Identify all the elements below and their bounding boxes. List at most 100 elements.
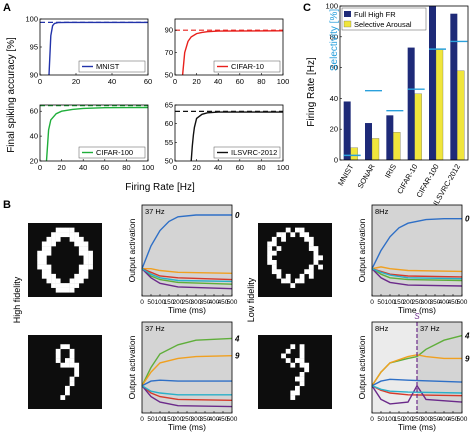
digit-pixel xyxy=(304,236,310,242)
digit-pixel xyxy=(313,250,319,256)
x-tick-label: 350 xyxy=(430,416,441,423)
digit-image-0-clean xyxy=(28,223,102,297)
class-label: 0 xyxy=(235,211,240,220)
digit-pixel xyxy=(267,246,273,251)
x-tick-label: 200 xyxy=(403,299,414,306)
activation-plot: 37 Hz0 50 1001502002503003504004505000Outp… xyxy=(127,204,240,315)
panel-c-ylabel: Firing Rate [Hz] xyxy=(306,57,317,127)
x-tick-label: 80 xyxy=(257,163,265,172)
output-activation-label: Output activation xyxy=(357,335,367,399)
x-tick-label: 0 xyxy=(140,416,144,423)
digit-pixel xyxy=(281,236,286,242)
digit-pixel xyxy=(281,353,286,359)
legend-label: CIFAR-10 xyxy=(231,62,264,71)
digit-pixel xyxy=(51,273,56,279)
y-tick-label: 55 xyxy=(165,138,173,147)
plot-frame xyxy=(174,104,284,162)
bar-selective-arousal xyxy=(414,93,422,161)
digit-pixel xyxy=(281,278,286,284)
x-tick-label: 200 xyxy=(173,416,184,423)
activation-line xyxy=(371,268,463,282)
x-tick-label: 40 xyxy=(79,163,87,172)
x-tick-label: 300 xyxy=(421,299,432,306)
digit-pixel xyxy=(290,362,296,368)
digit-pixel xyxy=(299,278,305,284)
class-label: 9 xyxy=(235,352,240,361)
y-tick-label: 20 xyxy=(30,157,38,166)
activation-line xyxy=(371,268,463,287)
digit-pixel xyxy=(46,236,52,242)
digit-pixel xyxy=(83,269,89,275)
digit-pixel xyxy=(308,236,314,242)
digit-pixel xyxy=(299,348,305,354)
digit-pixel xyxy=(290,395,296,400)
digit-pixel xyxy=(65,227,70,233)
activation-line xyxy=(371,218,462,270)
digit-pixel xyxy=(83,273,89,279)
legend-swatch xyxy=(344,11,351,17)
x-tick-label: 500 xyxy=(457,299,468,306)
y-tick-label: 95 xyxy=(30,43,38,52)
digit-pixel xyxy=(276,269,282,275)
digit-pixel xyxy=(299,362,305,368)
digit-pixel xyxy=(271,264,277,270)
panel-label-c: C xyxy=(303,2,311,14)
y-tick-label: 80 xyxy=(330,32,338,41)
digit-pixel xyxy=(83,250,89,256)
digit-pixel xyxy=(267,255,273,261)
bar-full-high-fr xyxy=(343,101,351,160)
rate-annotation: 37 Hz xyxy=(420,324,440,333)
activation-line xyxy=(141,379,232,387)
digit-pixel xyxy=(37,250,43,256)
activation-line xyxy=(141,214,232,269)
x-tick-label: 300 xyxy=(421,416,432,423)
x-tick-label: 200 xyxy=(173,299,184,306)
digit-pixel xyxy=(60,395,66,400)
plot-frame xyxy=(174,18,284,76)
class-label: 9 xyxy=(465,354,470,363)
x-tick-label: 100 xyxy=(155,299,166,306)
digit-pixel xyxy=(267,250,273,256)
digit-pixel xyxy=(65,362,70,368)
legend-label: CIFAR-100 xyxy=(96,148,133,157)
digit-pixel xyxy=(78,250,84,256)
digit-pixel xyxy=(41,250,47,256)
time-axis-label: Time (ms) xyxy=(398,305,436,315)
digit-pixel xyxy=(69,358,75,363)
digit-pixel xyxy=(69,287,75,293)
digit-pixel xyxy=(55,287,61,293)
digit-pixel xyxy=(74,372,80,377)
y-tick-label: 50 xyxy=(165,157,173,166)
digit-pixel xyxy=(304,362,310,368)
digit-image-0-noisy xyxy=(258,223,332,297)
digit-pixel xyxy=(290,232,296,238)
digit-pixel xyxy=(60,283,66,288)
digit-pixel xyxy=(271,250,277,256)
class-label: 0 xyxy=(465,215,470,224)
bar-selective-arousal xyxy=(435,48,444,161)
digit-pixel xyxy=(46,278,52,284)
x-tick-label: 150 xyxy=(394,299,405,306)
time-axis-label: Time (ms) xyxy=(168,422,206,432)
x-tick-label: 0 xyxy=(370,416,374,423)
digit-pixel xyxy=(308,264,314,270)
digit-pixel xyxy=(83,241,89,247)
switch-marker-label: S xyxy=(414,312,420,321)
x-tick-label: 50 xyxy=(377,299,385,306)
x-tick-label: 60 xyxy=(236,163,244,172)
plot-frame xyxy=(39,104,149,162)
digit-pixel xyxy=(299,273,305,279)
legend-label: MNIST xyxy=(96,62,120,71)
digit-pixel xyxy=(267,241,273,247)
x-tick-label: 100 xyxy=(277,77,290,86)
x-tick-label: 250 xyxy=(182,299,193,306)
x-tick-label: 40 xyxy=(214,163,222,172)
bar-selective-arousal xyxy=(457,70,465,161)
digit-pixel xyxy=(290,390,296,396)
row-label-high-fidelity: High fidelity xyxy=(12,276,22,323)
digit-pixel xyxy=(46,273,52,279)
digit-pixel xyxy=(55,358,61,363)
output-activation-label: Output activation xyxy=(127,335,137,399)
panel-label-a: A xyxy=(3,2,11,14)
